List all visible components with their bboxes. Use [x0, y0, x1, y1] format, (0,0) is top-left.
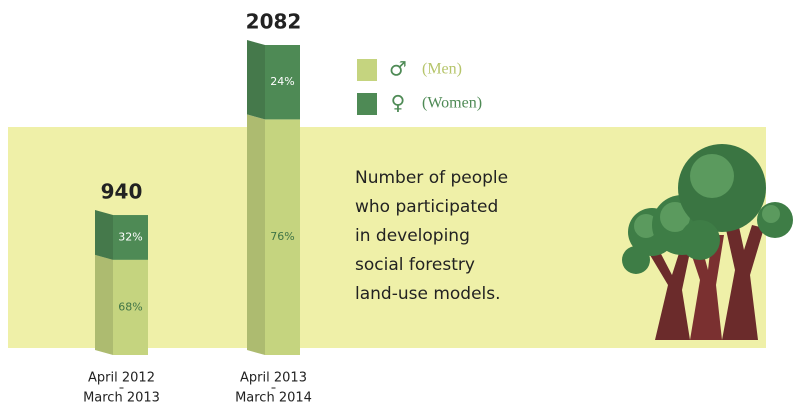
bar-side	[247, 40, 265, 120]
x-tick-label: April 2012	[88, 371, 155, 386]
legend-swatch	[357, 93, 377, 115]
legend-label: (Women)	[422, 95, 482, 112]
value-label: 32%	[118, 230, 142, 243]
value-label: 68%	[118, 300, 142, 313]
annotation: land-use models.	[355, 284, 501, 304]
x-tick-label: April 2013	[240, 371, 307, 386]
x-tick-label: March 2014	[235, 391, 312, 406]
trees	[622, 144, 793, 340]
total-label: 2082	[246, 10, 302, 34]
bar-side	[95, 210, 113, 260]
legend-symbol: ♀	[391, 91, 406, 115]
x-tick-label: March 2013	[83, 391, 160, 406]
total-label: 940	[101, 180, 143, 204]
bar-segment	[113, 259, 148, 355]
legend-swatch	[357, 59, 377, 81]
annotation: in developing	[355, 226, 470, 246]
value-label: 24%	[270, 75, 294, 88]
annotation: social forestry	[355, 255, 475, 275]
bar-side	[247, 114, 265, 356]
annotation: Number of people	[355, 168, 508, 188]
bar-segment	[113, 215, 148, 260]
bar-side	[95, 254, 113, 355]
bar-segment	[265, 119, 300, 356]
annotation: who participated	[355, 197, 498, 217]
value-label: 76%	[270, 230, 294, 243]
legend-label: (Men)	[422, 61, 462, 78]
legend-symbol: ♂	[389, 57, 407, 81]
bar-segment	[265, 45, 300, 120]
